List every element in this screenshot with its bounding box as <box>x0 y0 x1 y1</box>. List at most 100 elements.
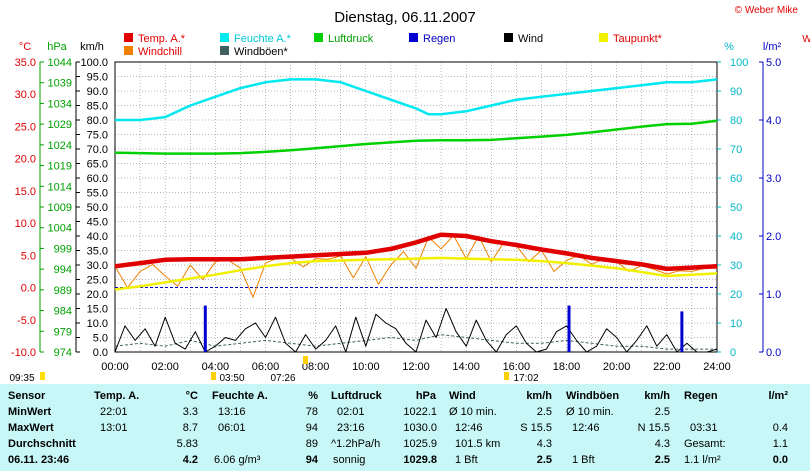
table-cell: 94 <box>305 454 318 466</box>
row-label: MaxWert <box>8 422 54 434</box>
col-header-rain: Regen <box>684 390 718 402</box>
pressure-tick-label: 1039 <box>48 78 72 90</box>
table-cell: S 15.5 <box>520 422 552 434</box>
col-header-pressure: Luftdruck <box>331 390 382 402</box>
col-header-humidity: Feuchte A. <box>212 390 268 402</box>
table-cell: Gesamt: <box>684 438 726 450</box>
time-marker-symbol <box>211 372 216 380</box>
legend-label-wind: Wind <box>518 33 543 45</box>
wind-tick-label: 100.0 <box>80 57 108 69</box>
table-cell: 94 <box>305 422 318 434</box>
legend-swatch-gust <box>220 46 229 55</box>
table-cell: 1.1 <box>772 438 788 450</box>
time-tick-label: 06:00 <box>252 361 280 373</box>
table-cell: 2.5 <box>536 406 552 418</box>
time-tick-label: 00:00 <box>101 361 129 373</box>
time-marker-label: 09:35 <box>9 373 34 384</box>
wind-tick-label: 10.0 <box>87 318 108 330</box>
table-cell: Ø 10 min. <box>566 406 614 418</box>
humidity-tick-label: 20 <box>730 289 742 301</box>
table-cell: 78 <box>305 406 318 418</box>
statistics-table: Sensor Temp. A. °C Feuchte A. % Luftdruc… <box>0 384 810 471</box>
pressure-tick-label: 1004 <box>48 223 72 235</box>
temp-tick-label: 25.0 <box>15 121 36 133</box>
wind-tick-label: 0.0 <box>93 347 108 359</box>
rain-axis-unit: l/m² <box>763 41 782 53</box>
rain-bar <box>567 305 571 352</box>
pressure-tick-label: 1014 <box>48 181 72 193</box>
temp-tick-label: 30.0 <box>15 89 36 101</box>
table-cell: 1025.9 <box>403 438 437 450</box>
wind-tick-label: 65.0 <box>87 159 108 171</box>
col-unit-wind: km/h <box>526 390 552 402</box>
pressure-tick-label: 979 <box>54 326 72 338</box>
cut-label: W <box>802 34 810 45</box>
wind-tick-label: 20.0 <box>87 289 108 301</box>
table-cell: 1030.0 <box>403 422 437 434</box>
table-cell: 89 <box>305 438 318 450</box>
table-cell: 12:46 <box>572 422 600 434</box>
table-cell: 2.5 <box>536 454 552 466</box>
pressure-tick-label: 1044 <box>48 57 72 69</box>
legend-label-temp: Temp. A.* <box>138 33 186 45</box>
temp-tick-label: 20.0 <box>15 154 36 166</box>
rain-tick-label: 5.0 <box>766 57 781 69</box>
wind-tick-label: 45.0 <box>87 217 108 229</box>
time-tick-label: 14:00 <box>452 361 480 373</box>
humidity-tick-label: 60 <box>730 173 742 185</box>
wind-tick-label: 30.0 <box>87 260 108 272</box>
wind-tick-label: 75.0 <box>87 130 108 142</box>
humidity-tick-label: 100 <box>730 57 748 69</box>
table-cell: 1022.1 <box>403 406 437 418</box>
table-cell: 101.5 km <box>455 438 501 450</box>
col-unit-temp: °C <box>185 390 198 402</box>
temp-tick-label: 10.0 <box>15 218 36 230</box>
humidity-tick-label: 50 <box>730 202 742 214</box>
humidity-tick-label: 30 <box>730 260 742 272</box>
pressure-tick-label: 984 <box>54 306 72 318</box>
time-tick-label: 20:00 <box>603 361 631 373</box>
chart-title: Dienstag, 06.11.2007 <box>334 9 476 26</box>
row-label: Durchschnitt <box>8 438 76 450</box>
col-unit-humidity: % <box>308 390 318 402</box>
table-cell: 1 Bft <box>572 454 595 466</box>
table-cell: 06:01 <box>218 422 246 434</box>
wind-tick-label: 55.0 <box>87 188 108 200</box>
humidity-tick-label: 10 <box>730 318 742 330</box>
legend-swatch-humidity <box>220 33 229 42</box>
wind-tick-label: 85.0 <box>87 101 108 113</box>
table-cell: 3.3 <box>182 406 198 418</box>
legend-swatch-pressure <box>314 33 323 42</box>
rain-tick-label: 1.0 <box>766 289 781 301</box>
col-header-temp: Temp. A. <box>94 390 140 402</box>
table-cell: 6.06 g/m³ <box>214 454 261 466</box>
temp-tick-label: 5.0 <box>21 250 36 262</box>
legend-label-pressure: Luftdruck <box>328 33 374 45</box>
series <box>114 78 718 353</box>
col-header-wind: Wind <box>449 390 476 402</box>
time-tick-label: 22:00 <box>653 361 681 373</box>
time-tick-label: 08:00 <box>302 361 330 373</box>
humidity-tick-label: 0 <box>730 347 736 359</box>
temp-axis-unit: °C <box>19 41 31 53</box>
time-marker-label: 03:50 <box>219 373 244 384</box>
pressure-tick-label: 999 <box>54 243 72 255</box>
wind-tick-label: 5.0 <box>93 333 108 345</box>
table-cell: 2.5 <box>654 454 670 466</box>
table-cell: 5.83 <box>176 438 198 450</box>
wind-tick-label: 60.0 <box>87 173 108 185</box>
pressure-tick-label: 1029 <box>48 119 72 131</box>
legend-label-gust: Windböen* <box>234 46 289 58</box>
col-unit-gust: km/h <box>644 390 670 402</box>
col-unit-rain: l/m² <box>768 390 788 402</box>
rain-tick-label: 4.0 <box>766 115 781 127</box>
rain-bar <box>203 305 207 352</box>
table-cell: 02:01 <box>337 406 365 418</box>
time-marker-symbol <box>504 372 509 380</box>
table-cell: sonnig <box>333 454 366 466</box>
rain-tick-label: 2.0 <box>766 231 781 243</box>
table-cell: 1 Bft <box>455 454 478 466</box>
pressure-tick-label: 1019 <box>48 161 72 173</box>
table-cell: 4.2 <box>182 454 198 466</box>
wind-tick-label: 15.0 <box>87 304 108 316</box>
